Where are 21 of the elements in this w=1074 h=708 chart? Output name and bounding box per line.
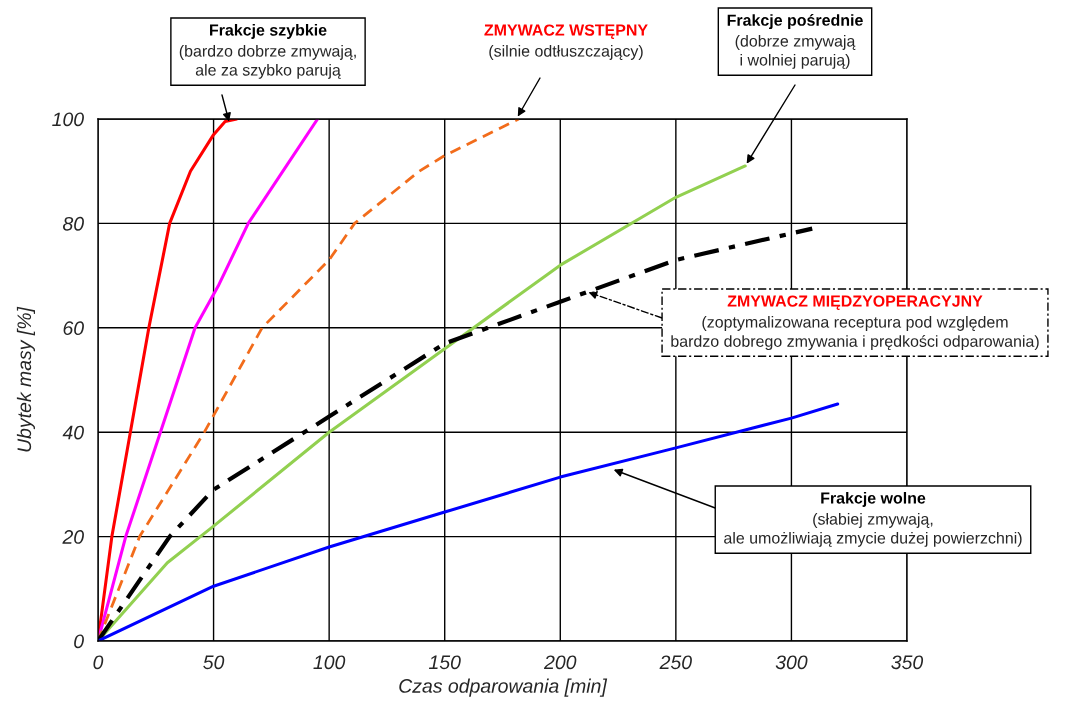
- y-tick-label: 100: [52, 112, 84, 127]
- annotation: Frakcje wolne (słabiej zmywają, ale umożliwiają zmycie dużej powierzchni): [724, 492, 1022, 547]
- annotation: Frakcje pośrednie (dobrze zmywają i wolniej parują): [727, 14, 863, 69]
- annotation: Frakcje szybkie (bardzo dobrze zmywają, ale za szybko parują: [179, 24, 356, 79]
- y-tick-label: 80: [63, 216, 84, 231]
- y-axis-title: Ubytek masy [%]: [16, 306, 36, 452]
- x-tick-label: 0: [93, 655, 104, 670]
- x-tick-label: 50: [203, 655, 225, 670]
- y-tick-label: 20: [62, 530, 84, 544]
- x-tick-label: 200: [543, 655, 577, 670]
- x-tick-label: 250: [659, 655, 692, 670]
- annotation: ZMYWACZ WSTĘPNY (silnie odtłuszczający): [484, 24, 648, 60]
- x-tick-label: 150: [429, 655, 461, 670]
- x-tick-label: 350: [891, 655, 924, 670]
- annotation: ZMYWACZ MIĘDZYOPERACYJNY (zoptymalizowana receptura pod względem bardzo dobrego zmywania i prędkości odparowania): [671, 295, 1039, 351]
- y-tick-label: 60: [63, 321, 84, 336]
- x-tick-label: 300: [775, 655, 808, 670]
- x-axis-title: Czas odparowania [min]: [399, 678, 608, 697]
- y-tick-label: 0: [74, 634, 84, 649]
- x-tick-label: 100: [313, 655, 346, 670]
- y-tick-label: 40: [62, 425, 84, 440]
